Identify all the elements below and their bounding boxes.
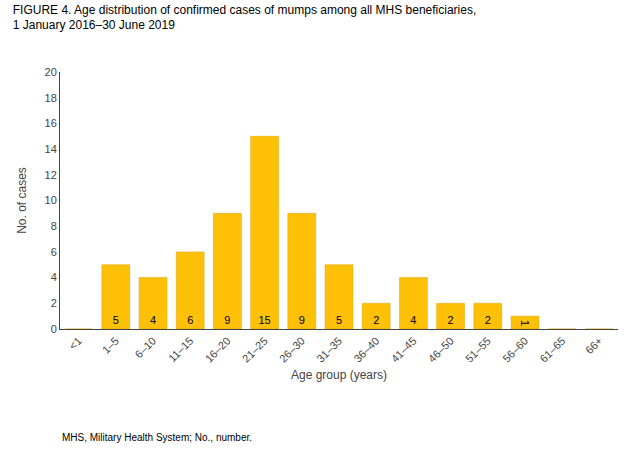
svg-text:46–50: 46–50 [426, 335, 456, 365]
svg-text:9: 9 [224, 314, 230, 326]
svg-text:5: 5 [336, 314, 342, 326]
svg-text:16–20: 16–20 [203, 335, 233, 365]
svg-text:20: 20 [45, 66, 57, 78]
svg-text:FIGURE 4. Age distribution of: FIGURE 4. Age distribution of confirmed … [13, 3, 477, 33]
svg-text:6–10: 6–10 [133, 335, 159, 361]
svg-text:26–30: 26–30 [277, 335, 307, 365]
svg-text:66+: 66+ [583, 335, 605, 357]
svg-text:31–35: 31–35 [314, 335, 344, 365]
svg-text:10: 10 [45, 194, 57, 206]
svg-text:MHS, Military Health System; N: MHS, Military Health System; No., number… [62, 432, 252, 443]
svg-text:2: 2 [51, 297, 57, 309]
svg-text:11–15: 11–15 [166, 335, 196, 365]
svg-text:2: 2 [485, 314, 491, 326]
svg-text:16: 16 [45, 117, 57, 129]
svg-text:61–65: 61–65 [537, 335, 567, 365]
svg-text:2: 2 [448, 314, 454, 326]
svg-text:No. of cases: No. of cases [15, 167, 29, 234]
svg-text:9: 9 [299, 314, 305, 326]
svg-text:4: 4 [51, 271, 57, 283]
svg-text:51–55: 51–55 [463, 335, 493, 365]
svg-text:2: 2 [373, 314, 379, 326]
svg-text:8: 8 [51, 220, 57, 232]
svg-text:41–45: 41–45 [389, 335, 419, 365]
svg-text:21–25: 21–25 [240, 335, 270, 365]
svg-text:4: 4 [410, 314, 416, 326]
svg-text:56–60: 56–60 [500, 335, 530, 365]
svg-text:4: 4 [150, 314, 156, 326]
svg-text:12: 12 [45, 169, 57, 181]
svg-text:14: 14 [45, 143, 57, 155]
svg-text:36–40: 36–40 [351, 335, 381, 365]
svg-text:0: 0 [51, 323, 57, 335]
svg-text:<1: <1 [67, 335, 84, 352]
svg-text:15: 15 [258, 314, 270, 326]
svg-text:6: 6 [187, 314, 193, 326]
svg-text:Age group (years): Age group (years) [291, 368, 387, 382]
svg-text:1–5: 1–5 [100, 335, 121, 356]
svg-text:1: 1 [519, 320, 531, 326]
svg-text:5: 5 [113, 314, 119, 326]
svg-text:18: 18 [45, 92, 57, 104]
svg-text:6: 6 [51, 246, 57, 258]
